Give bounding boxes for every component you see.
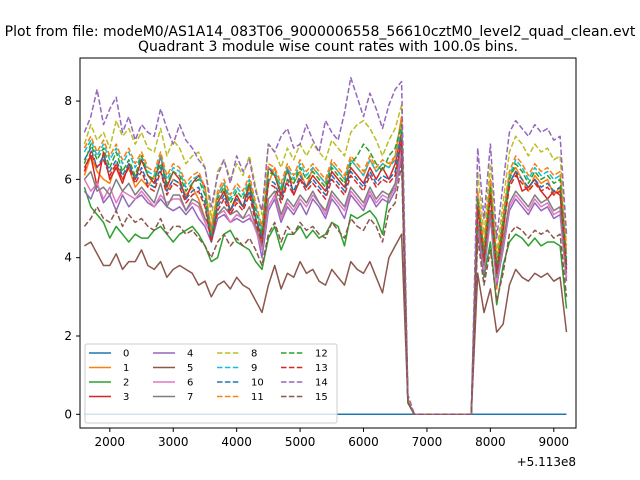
figure-suptitle: Plot from file: modeM0/AS1A14_083T06_900… [5,24,636,40]
legend-label-13: 13 [315,363,328,374]
series-line-14 [83,76,568,416]
y-tick-label: 0 [64,407,72,421]
legend-label-7: 7 [187,392,193,403]
legend-label-2: 2 [123,378,129,389]
series-line-10 [83,135,568,416]
legend-label-8: 8 [251,349,257,360]
legend-label-1: 1 [123,363,129,374]
legend-label-12: 12 [315,349,328,360]
series-layer [83,76,568,416]
y-tick-label: 2 [64,329,72,343]
x-tick-label: 8000 [475,435,506,449]
x-offset-label: +5.113e8 [517,455,576,469]
legend-label-10: 10 [251,378,264,389]
legend-label-9: 9 [251,363,257,374]
series-line-5 [84,233,568,416]
y-tick-label: 8 [64,94,72,108]
legend-label-5: 5 [187,363,193,374]
series-line-11 [83,115,568,416]
axes-ticks: 2000 3000 4000 5000 6000 7000 8000 9000 0 2 4 6 8 [64,94,569,449]
x-tick-label: 5000 [285,435,316,449]
y-tick-label: 4 [64,251,72,265]
x-tick-label: 3000 [158,435,189,449]
x-tick-label: 6000 [348,435,379,449]
legend-label-14: 14 [315,378,328,389]
series-line-9 [83,123,568,416]
legend-label-11: 11 [251,392,264,403]
y-tick-label: 6 [64,172,72,186]
axes-title: Quadrant 3 module wise count rates with … [138,39,518,55]
series-line-2 [83,147,568,416]
legend-label-6: 6 [187,378,193,389]
series-line-13 [83,139,568,416]
legend-box [84,343,338,424]
legend-label-0: 0 [123,349,129,360]
series-line-12 [83,123,568,416]
series-line-7 [83,139,568,416]
x-tick-label: 4000 [221,435,252,449]
legend-label-15: 15 [315,392,328,403]
axes-frame [79,57,577,429]
x-tick-label: 7000 [412,435,443,449]
series-line-15 [83,162,568,416]
x-tick-label: 9000 [539,435,570,449]
series-line-8 [83,104,568,416]
legend-label-3: 3 [123,392,129,403]
x-tick-label: 2000 [95,435,126,449]
legend-label-4: 4 [187,349,193,360]
